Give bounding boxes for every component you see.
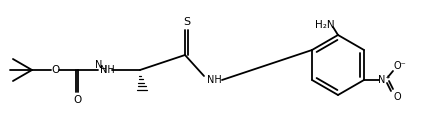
Text: O: O [393,92,401,102]
Text: S: S [183,17,190,27]
Text: H: H [100,65,108,75]
Text: N: N [95,60,103,70]
Text: O⁻: O⁻ [394,61,407,71]
Text: N⁺: N⁺ [378,75,390,85]
Text: O: O [74,95,82,105]
Text: NH: NH [207,75,222,85]
Text: NH: NH [100,65,115,75]
Text: O: O [51,65,59,75]
Text: H₂N: H₂N [315,20,335,30]
